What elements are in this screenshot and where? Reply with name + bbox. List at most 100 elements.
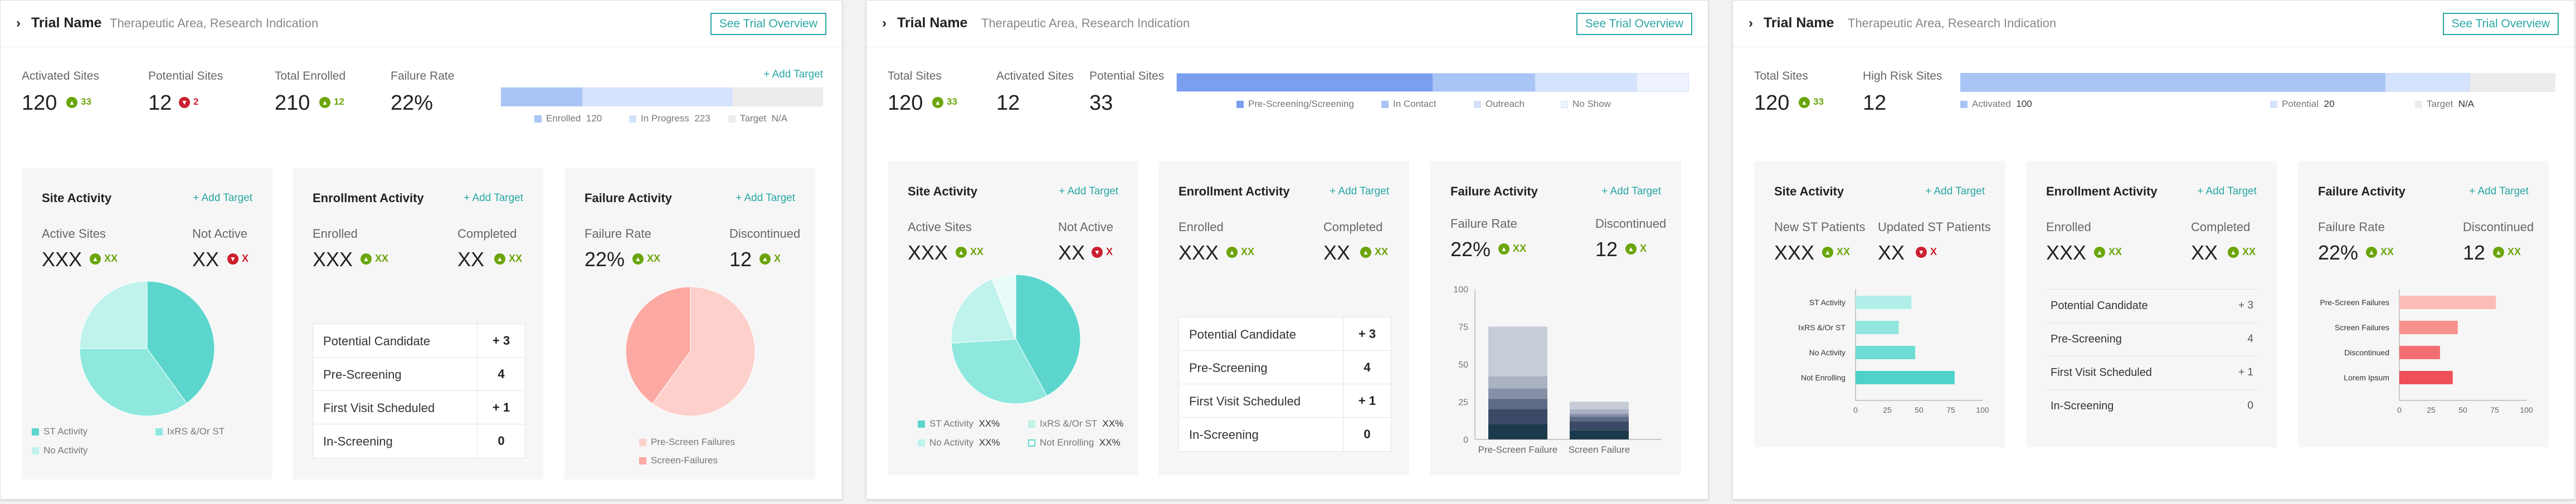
pipeline-table: Potential Candidate + 3 Pre-Screening 4 Fi…	[1179, 317, 1391, 452]
stacked-bar-segment	[1488, 409, 1547, 424]
row-value: + 1	[1343, 384, 1391, 417]
add-target-link[interactable]: + Add Target	[1601, 185, 1661, 197]
add-target-link[interactable]: + Add Target	[1925, 185, 1985, 197]
site-activity-card: Site Activity + Add Target Active Sites …	[888, 161, 1138, 475]
stacked-bar-segment	[1570, 430, 1629, 439]
card-title: Site Activity	[908, 184, 978, 198]
table-row: In-Screening 0	[313, 424, 525, 458]
failure-stacked-bar-chart: 0 25 50 75 100 Pre-Screen Failure Screen Failu…	[1453, 285, 1662, 455]
legend-item: Potential 20	[2270, 99, 2335, 110]
arrow-down-icon: ▼	[227, 253, 238, 265]
arrow-up-icon: ▲	[632, 253, 644, 265]
progress-segment	[1637, 74, 1688, 91]
site-activity-card: Site Activity + Add Target Active Sites …	[22, 168, 272, 479]
row-label: First Visit Scheduled	[1189, 394, 1301, 408]
category-label: Screen Failures	[2335, 323, 2389, 332]
stat-label: Activated Sites	[996, 70, 1074, 82]
metric-value: XXX	[313, 248, 353, 271]
row-value: 0	[477, 424, 525, 458]
progress-segment	[2470, 73, 2555, 92]
metric-value: 22%	[2318, 241, 2359, 264]
metric-label: Completed	[457, 227, 517, 241]
row-value: + 3	[477, 324, 525, 357]
legend-item: Target N/A	[728, 113, 787, 124]
stat-label: Activated Sites	[22, 70, 99, 82]
metric-label: Updated ST Patients	[1878, 220, 1991, 234]
legend-item: IxRS &/Or ST XX%	[1028, 418, 1123, 429]
progress-segment	[582, 87, 733, 106]
metric-label: Enrolled	[313, 227, 358, 241]
y-tick-label: 75	[1458, 323, 1468, 332]
add-target-link[interactable]: + Add Target	[736, 192, 795, 204]
stacked-bar-segment	[1488, 424, 1547, 439]
add-target-link[interactable]: + Add Target	[1059, 185, 1118, 197]
stat-value: 12	[1863, 91, 1887, 115]
failure-activity-bar-chart: Pre-Screen Failures Screen Failures Discon…	[2320, 289, 2533, 414]
failure-activity-card: Failure Activity + Add Target Failure Ra…	[1430, 161, 1681, 475]
row-label: Pre-Screening	[1189, 361, 1268, 375]
see-trial-overview-button[interactable]: See Trial Overview	[1576, 13, 1692, 35]
trial-panel-3: › Trial Name Therapeutic Area, Research …	[1732, 0, 2575, 500]
bar	[1856, 346, 1916, 359]
metric-delta: ▲ XX	[2493, 246, 2521, 258]
stat-delta: ▲ 33	[1799, 96, 1824, 108]
add-target-link[interactable]: + Add Target	[763, 68, 823, 80]
metric-value: XXX	[42, 248, 82, 271]
x-tick-label: 50	[2458, 405, 2467, 414]
x-tick-label: 100	[2520, 405, 2533, 414]
pie-slice	[652, 286, 756, 417]
enrollment-activity-card: Enrollment Activity + Add Target Enrolle…	[293, 168, 543, 479]
row-value: 0	[1343, 418, 1391, 451]
metric-value: XX	[457, 248, 485, 271]
arrow-up-icon: ▲	[1360, 247, 1371, 258]
y-tick-label: 25	[1458, 398, 1468, 408]
metric-label: Discontinued	[1595, 217, 1667, 231]
metric-delta: ▼ X	[227, 253, 249, 265]
pie-slice	[147, 281, 215, 404]
panel-header: › Trial Name Therapeutic Area, Research …	[1, 1, 842, 47]
add-target-link[interactable]: + Add Target	[464, 192, 523, 204]
pie-slice	[79, 281, 148, 349]
row-value: + 1	[477, 391, 525, 424]
card-title: Site Activity	[42, 191, 112, 205]
category-label: Pre-Screen Failures	[2320, 298, 2390, 307]
row-value: 0	[2247, 400, 2253, 412]
pipeline-table: Potential Candidate + 3 Pre-Screening 4 Fi…	[313, 324, 525, 458]
stat-value: 120	[1754, 91, 1790, 115]
metric-value: XX	[1058, 241, 1085, 264]
add-target-link[interactable]: + Add Target	[193, 192, 252, 204]
metric-label: New ST Patients	[1774, 220, 1866, 234]
card-title: Failure Activity	[585, 191, 672, 205]
add-target-link[interactable]: + Add Target	[1330, 185, 1389, 197]
chevron-right-icon[interactable]: ›	[16, 16, 21, 31]
metric-value: 12	[1595, 238, 1618, 261]
metric-delta: ▲ XX	[494, 253, 522, 265]
arrow-up-icon: ▲	[1226, 247, 1238, 258]
see-trial-overview-button[interactable]: See Trial Overview	[710, 13, 826, 35]
chevron-right-icon[interactable]: ›	[882, 16, 887, 31]
legend-item: No Show	[1561, 99, 1611, 110]
arrow-up-icon: ▲	[1625, 243, 1637, 255]
legend-item: Pre-Screen Failures	[639, 437, 735, 448]
table-row: Pre-Screening 4	[313, 358, 525, 391]
add-target-link[interactable]: + Add Target	[2469, 185, 2529, 197]
progress-bar	[1176, 73, 1689, 92]
stacked-bar-segment	[1488, 399, 1547, 409]
card-title: Site Activity	[1774, 184, 1844, 198]
arrow-up-icon: ▲	[66, 96, 77, 108]
legend-item: Target N/A	[2415, 99, 2474, 110]
row-value: + 3	[1343, 317, 1391, 350]
trial-panel-2: › Trial Name Therapeutic Area, Research …	[866, 0, 1708, 500]
chevron-right-icon[interactable]: ›	[1749, 16, 1753, 31]
see-trial-overview-button[interactable]: See Trial Overview	[2442, 13, 2559, 35]
stacked-bar-segment	[1570, 417, 1629, 422]
progress-bar	[1960, 73, 2555, 92]
metric-label: Completed	[2191, 220, 2251, 234]
metric-delta: ▲ X	[759, 253, 781, 265]
card-title: Failure Activity	[1450, 184, 1538, 198]
site-activity-bar-chart: ST Activity IxRS &/Or ST No Activity Not En…	[1798, 289, 1989, 414]
row-value: 4	[477, 358, 525, 390]
metric-delta: ▼ X	[1092, 246, 1113, 258]
stat-value: 120	[22, 91, 57, 115]
add-target-link[interactable]: + Add Target	[2197, 185, 2257, 197]
